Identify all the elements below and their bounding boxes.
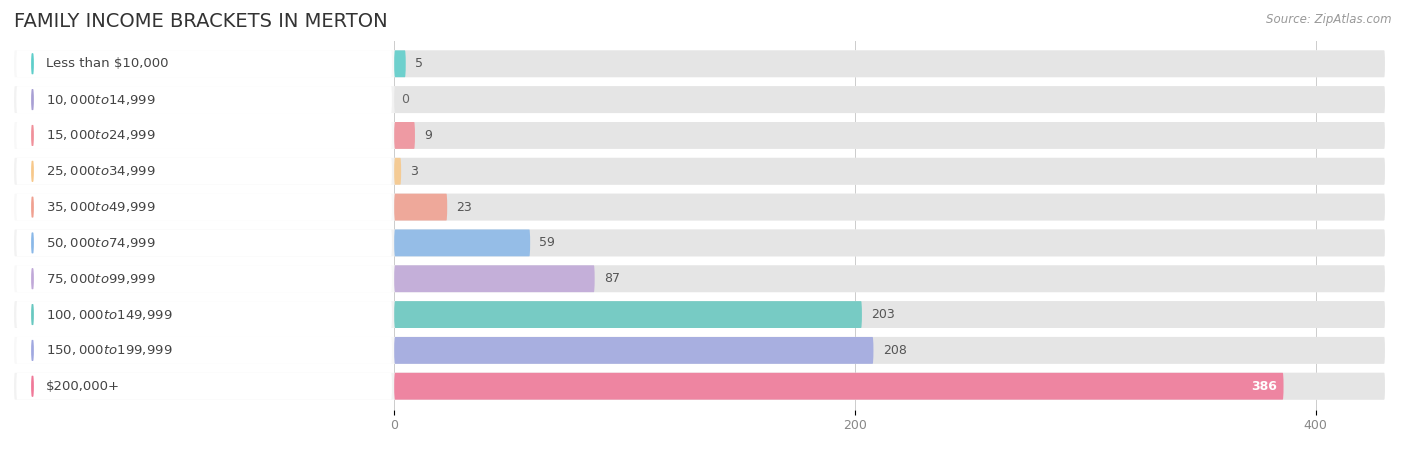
Text: $150,000 to $199,999: $150,000 to $199,999: [46, 343, 173, 357]
Text: 23: 23: [457, 201, 472, 214]
Text: 5: 5: [415, 57, 423, 70]
FancyBboxPatch shape: [17, 301, 392, 328]
Text: 386: 386: [1251, 380, 1277, 393]
Text: Source: ZipAtlas.com: Source: ZipAtlas.com: [1267, 14, 1392, 27]
Text: $35,000 to $49,999: $35,000 to $49,999: [46, 200, 156, 214]
FancyBboxPatch shape: [14, 158, 1385, 184]
FancyBboxPatch shape: [394, 230, 530, 256]
FancyBboxPatch shape: [17, 122, 392, 149]
FancyBboxPatch shape: [14, 122, 1385, 149]
FancyBboxPatch shape: [394, 266, 1385, 292]
FancyBboxPatch shape: [394, 337, 1385, 364]
Text: 9: 9: [425, 129, 432, 142]
FancyBboxPatch shape: [394, 50, 1385, 77]
FancyBboxPatch shape: [17, 373, 392, 400]
FancyBboxPatch shape: [17, 158, 392, 184]
Text: $100,000 to $149,999: $100,000 to $149,999: [46, 307, 173, 322]
FancyBboxPatch shape: [14, 50, 1385, 77]
FancyBboxPatch shape: [394, 50, 406, 77]
FancyBboxPatch shape: [394, 122, 415, 149]
FancyBboxPatch shape: [394, 301, 1385, 328]
FancyBboxPatch shape: [14, 337, 1385, 364]
FancyBboxPatch shape: [394, 373, 1284, 400]
FancyBboxPatch shape: [17, 194, 392, 220]
Text: $25,000 to $34,999: $25,000 to $34,999: [46, 164, 156, 178]
FancyBboxPatch shape: [14, 266, 1385, 292]
Text: $15,000 to $24,999: $15,000 to $24,999: [46, 128, 156, 143]
FancyBboxPatch shape: [14, 301, 1385, 328]
Text: $75,000 to $99,999: $75,000 to $99,999: [46, 272, 156, 286]
FancyBboxPatch shape: [17, 50, 392, 77]
Text: 203: 203: [872, 308, 894, 321]
FancyBboxPatch shape: [394, 373, 1385, 400]
FancyBboxPatch shape: [394, 194, 447, 220]
FancyBboxPatch shape: [394, 158, 401, 184]
Text: Less than $10,000: Less than $10,000: [46, 57, 169, 70]
FancyBboxPatch shape: [394, 266, 595, 292]
Text: 3: 3: [411, 165, 418, 178]
FancyBboxPatch shape: [394, 158, 1385, 184]
FancyBboxPatch shape: [394, 301, 862, 328]
FancyBboxPatch shape: [17, 266, 392, 292]
FancyBboxPatch shape: [17, 337, 392, 364]
Text: 0: 0: [401, 93, 409, 106]
Text: 59: 59: [540, 236, 555, 249]
FancyBboxPatch shape: [394, 337, 873, 364]
FancyBboxPatch shape: [17, 86, 392, 113]
Text: 208: 208: [883, 344, 907, 357]
Text: $200,000+: $200,000+: [46, 380, 121, 393]
FancyBboxPatch shape: [17, 230, 392, 256]
FancyBboxPatch shape: [394, 86, 1385, 113]
FancyBboxPatch shape: [394, 194, 1385, 220]
Text: 87: 87: [603, 272, 620, 285]
Text: FAMILY INCOME BRACKETS IN MERTON: FAMILY INCOME BRACKETS IN MERTON: [14, 12, 388, 31]
FancyBboxPatch shape: [394, 122, 1385, 149]
FancyBboxPatch shape: [14, 230, 1385, 256]
FancyBboxPatch shape: [394, 230, 1385, 256]
Text: $50,000 to $74,999: $50,000 to $74,999: [46, 236, 156, 250]
Text: $10,000 to $14,999: $10,000 to $14,999: [46, 93, 156, 107]
FancyBboxPatch shape: [14, 194, 1385, 220]
FancyBboxPatch shape: [14, 86, 1385, 113]
FancyBboxPatch shape: [14, 373, 1385, 400]
